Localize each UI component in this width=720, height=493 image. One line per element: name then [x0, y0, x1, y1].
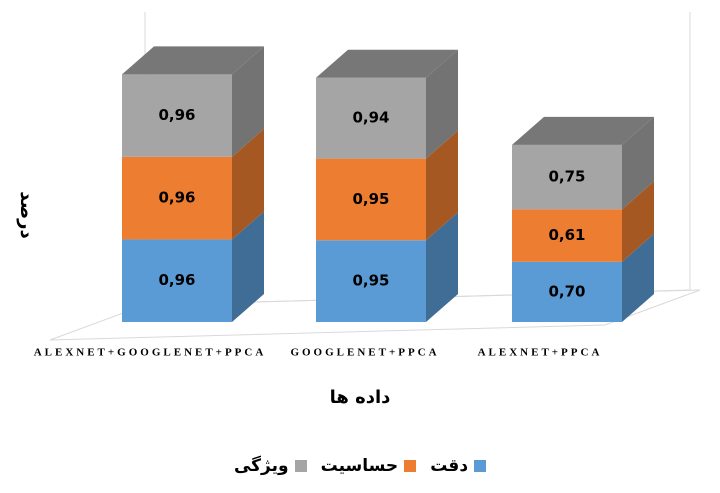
x-tick-label: ALEXNET+PPCA [478, 347, 603, 359]
bar-side [426, 49, 458, 159]
bar-segment [512, 144, 622, 210]
data-label: 0,95 [352, 272, 389, 290]
data-label: 0,61 [548, 226, 585, 244]
data-label: 0,75 [548, 168, 585, 186]
bar-segment [122, 239, 232, 322]
bar-top [512, 116, 654, 145]
legend-item: دقت [430, 456, 487, 476]
x-axis-label: داده ها [330, 387, 391, 408]
bar-segment [316, 158, 426, 241]
bar-side [622, 116, 654, 210]
bar-side [232, 211, 264, 322]
bar-segment [316, 240, 426, 322]
bar-side [232, 128, 264, 240]
x-tick-label: ALEXNET+GOOGLENET+PPCA [34, 347, 267, 359]
data-label: 0,96 [158, 271, 195, 289]
bar-side [622, 233, 654, 322]
data-label: 0,94 [352, 109, 389, 127]
bar-segment [122, 74, 232, 157]
bar-side [426, 130, 458, 241]
legend-swatch [474, 460, 487, 472]
bar-side [232, 46, 264, 157]
bar-segment [316, 77, 426, 159]
legend-swatch [404, 460, 417, 472]
data-label: 0,96 [158, 106, 195, 124]
legend-item: حساسیت [321, 456, 417, 476]
bar-side [622, 181, 654, 262]
bar-top [122, 46, 264, 75]
bar-segment [512, 261, 622, 322]
legend-label: حساسیت [320, 456, 399, 476]
legend-item: ویژگی [234, 456, 307, 476]
y-axis-label: درصد [16, 191, 37, 238]
bar-side [426, 212, 458, 322]
legend: دقت حساسیت ویژگی [0, 456, 720, 476]
data-label: 0,70 [548, 282, 585, 300]
legend-label: دقت [430, 456, 469, 476]
bar-segment [512, 209, 622, 262]
bar-top [316, 49, 458, 78]
legend-label: ویژگی [233, 456, 289, 476]
bar-segment [122, 156, 232, 240]
x-tick-label: GOOGLENET+PPCA [290, 347, 439, 359]
data-label: 0,96 [158, 189, 195, 207]
legend-swatch [294, 460, 307, 472]
data-label: 0,95 [352, 190, 389, 208]
